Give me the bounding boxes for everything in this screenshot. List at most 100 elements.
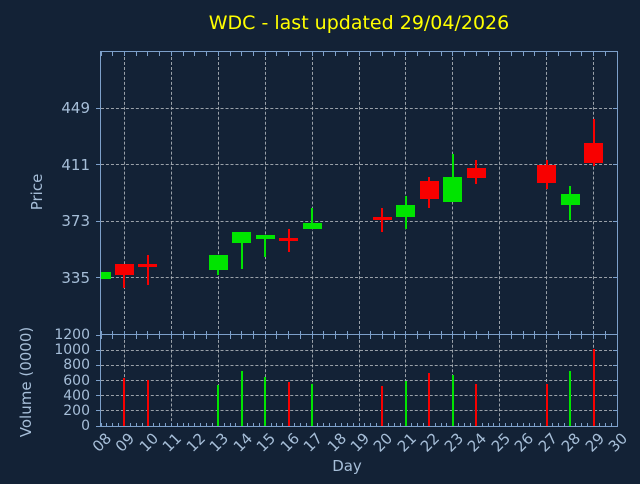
x-tick-mark — [458, 423, 460, 426]
volume-ytick-label: 600 — [63, 372, 90, 389]
x-tick-mark — [546, 331, 548, 334]
x-tick-mark — [381, 335, 383, 339]
price-vgridline — [405, 52, 407, 334]
x-tick-mark — [499, 52, 501, 56]
x-tick-mark — [323, 423, 325, 426]
x-tick-mark — [335, 331, 337, 334]
x-tick-mark — [557, 331, 559, 334]
x-tick-mark — [616, 335, 617, 339]
y-tick-mark — [613, 349, 617, 351]
x-tick-mark — [223, 423, 225, 426]
x-tick-mark — [229, 335, 231, 339]
x-tick-mark — [534, 331, 536, 334]
candle-body — [232, 231, 252, 244]
x-tick-mark — [417, 423, 419, 426]
x-tick-mark — [370, 331, 372, 334]
x-tick-mark — [399, 423, 401, 426]
x-tick-mark — [440, 52, 442, 56]
x-tick-mark — [411, 423, 413, 426]
candle-body — [279, 237, 299, 241]
x-tick-mark — [211, 423, 213, 426]
y-tick-mark — [613, 380, 617, 381]
x-tick-mark — [616, 423, 617, 426]
x-tick-label: 25 — [487, 429, 514, 456]
x-tick-mark — [159, 331, 161, 334]
x-tick-mark — [393, 423, 395, 426]
x-tick-mark — [206, 335, 208, 339]
x-tick-mark — [270, 423, 272, 426]
x-tick-mark — [335, 335, 337, 339]
x-tick-mark — [147, 331, 149, 334]
x-tick-mark — [123, 331, 125, 334]
x-tick-mark — [510, 335, 512, 339]
x-tick-mark — [563, 423, 565, 426]
x-tick-mark — [206, 423, 208, 426]
volume-bar — [592, 349, 595, 426]
x-tick-mark — [129, 423, 131, 426]
x-tick-label: 24 — [464, 429, 491, 456]
volume-vgridline — [170, 335, 172, 426]
x-tick-mark — [528, 423, 530, 426]
x-tick-label: 10 — [135, 429, 162, 456]
x-tick-mark — [417, 52, 419, 56]
x-tick-mark — [317, 423, 319, 426]
volume-ytick-label: 1000 — [54, 342, 90, 359]
price-ytick-label: 449 — [61, 99, 90, 118]
x-tick-mark — [123, 335, 125, 339]
x-tick-mark — [604, 52, 606, 56]
x-tick-mark — [499, 423, 501, 426]
x-tick-mark — [299, 335, 301, 339]
volume-bar — [217, 385, 220, 426]
x-tick-mark — [376, 423, 378, 426]
x-tick-mark — [440, 335, 442, 339]
x-tick-mark — [481, 423, 483, 426]
candle-body — [396, 204, 416, 217]
x-tick-mark — [252, 52, 254, 56]
x-tick-label: 29 — [581, 429, 608, 456]
x-tick-mark — [381, 52, 383, 56]
x-tick-mark — [405, 331, 407, 334]
x-tick-mark — [276, 52, 278, 56]
x-tick-mark — [112, 331, 114, 334]
x-tick-mark — [288, 52, 290, 56]
x-tick-mark — [581, 335, 583, 339]
volume-bar — [451, 374, 454, 426]
x-tick-mark — [557, 335, 559, 339]
x-tick-mark — [311, 335, 313, 339]
x-tick-mark — [194, 52, 196, 56]
x-tick-mark — [499, 335, 501, 339]
x-tick-mark — [182, 52, 184, 56]
candle-body — [255, 234, 275, 239]
x-tick-mark — [417, 335, 419, 339]
candle-body — [114, 264, 134, 275]
price-vgridline — [170, 52, 172, 334]
x-tick-mark — [147, 335, 149, 339]
y-tick-mark — [613, 277, 617, 279]
x-tick-mark — [206, 52, 208, 56]
x-tick-mark — [288, 331, 290, 334]
volume-bar — [311, 383, 314, 426]
volume-bar — [545, 383, 548, 426]
volume-plot — [100, 334, 618, 427]
x-tick-mark — [510, 423, 512, 426]
x-tick-mark — [112, 52, 114, 56]
x-tick-mark — [534, 335, 536, 339]
x-tick-mark — [112, 335, 114, 339]
volume-ytick-label: 200 — [63, 402, 90, 419]
x-tick-mark — [141, 423, 143, 426]
x-tick-mark — [170, 331, 172, 334]
volume-bar — [569, 370, 572, 426]
x-tick-mark — [487, 331, 489, 334]
candle-wick — [240, 231, 243, 269]
x-tick-mark — [135, 331, 137, 334]
x-tick-label: 23 — [440, 429, 467, 456]
x-tick-mark — [464, 52, 466, 56]
x-tick-mark — [123, 52, 125, 56]
candle-body — [560, 194, 580, 205]
x-tick-mark — [188, 423, 190, 426]
x-tick-mark — [534, 52, 536, 56]
x-tick-mark — [469, 423, 471, 426]
x-tick-mark — [616, 52, 617, 56]
x-tick-mark — [235, 423, 237, 426]
